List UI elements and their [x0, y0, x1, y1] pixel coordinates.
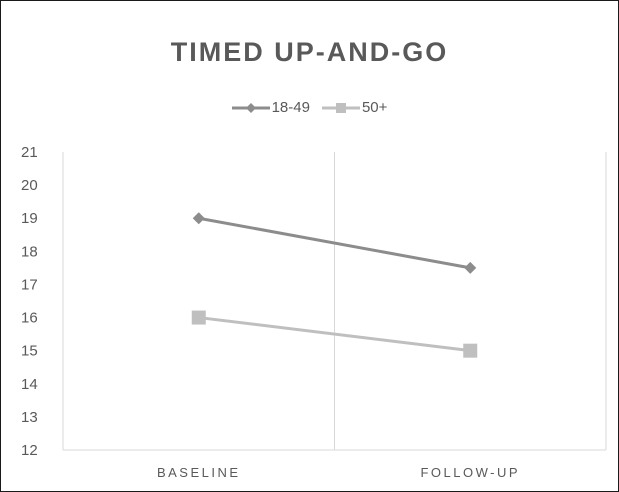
- series-1-point: [464, 261, 477, 274]
- legend: 18-49 50+: [1, 99, 618, 116]
- legend-item-series-1: 18-49: [231, 99, 310, 116]
- y-tick-label: 16: [21, 310, 38, 327]
- series-2-point: [463, 343, 478, 358]
- legend-item-series-2: 50+: [321, 99, 388, 116]
- y-tick-label: 20: [21, 177, 38, 194]
- y-tick-label: 14: [21, 376, 38, 393]
- chart-title: TIMED UP-AND-GO: [170, 37, 449, 67]
- series-line-2: [198, 316, 471, 353]
- legend-swatch-series-1: [231, 102, 270, 113]
- y-tick-label: 13: [21, 409, 38, 426]
- legend-label-series-2: 50+: [361, 99, 388, 116]
- x-category-label: BASELINE: [157, 465, 241, 480]
- series-line-1: [198, 216, 471, 270]
- legend-swatch-series-2: [321, 102, 360, 113]
- x-category-label: FOLLOW-UP: [420, 465, 520, 480]
- y-tick-label: 12: [21, 442, 38, 459]
- y-tick-label: 17: [21, 276, 38, 293]
- y-tick-label: 21: [21, 144, 38, 161]
- y-tick-label: 18: [21, 243, 38, 260]
- y-tick-label: 15: [21, 343, 38, 360]
- series-2-point: [191, 310, 206, 325]
- y-tick-label: 19: [21, 210, 38, 227]
- series-1-point: [192, 212, 205, 225]
- legend-label-series-1: 18-49: [271, 99, 310, 116]
